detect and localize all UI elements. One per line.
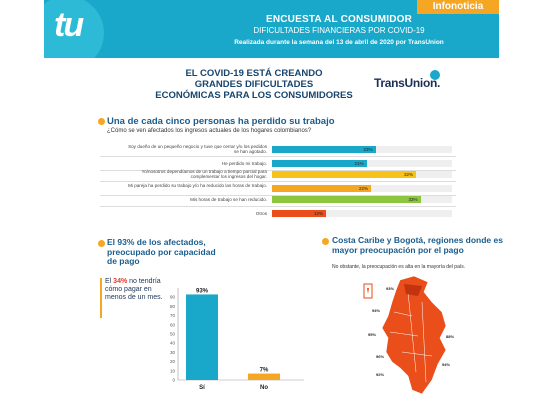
hbar-category-label: Yo/nosotros dependíamos de un trabajo a … xyxy=(141,169,267,179)
map-label: 93% xyxy=(386,286,395,291)
main-heading-line-2: GRANDES DIFICULTADES xyxy=(194,79,314,90)
section2-title: El 93% de los afectados, preocupado por … xyxy=(107,237,216,266)
hbar xyxy=(272,210,326,217)
hbar-divider xyxy=(100,206,456,207)
hbar xyxy=(272,171,416,178)
header-title: ENCUESTA AL CONSUMIDOR xyxy=(265,14,413,25)
y-tick-label: 40 xyxy=(170,341,176,346)
hbar-divider xyxy=(100,156,456,157)
horizontal-bar-chart: Soy dueño de un pequeño negocio y tuve q… xyxy=(44,140,499,228)
hbar xyxy=(272,160,367,167)
san-andres-inset xyxy=(363,283,373,299)
vertical-bar-chart: 0 10 20 30 40 50 60 70 80 90 93% Sí 7% No xyxy=(170,288,304,391)
hbar xyxy=(272,196,421,203)
vbar-category-label: Sí xyxy=(199,385,205,391)
main-heading: EL COVID-19 ESTÁ CREANDO GRANDES DIFICUL… xyxy=(154,68,354,101)
callout-pre: El xyxy=(105,278,114,285)
tu-logo-text: tu xyxy=(54,6,84,44)
vbar xyxy=(186,294,218,380)
header-date-line: Realizada durante la semana del 13 de ab… xyxy=(234,39,444,46)
section1-question: ¿Cómo se ven afectados los ingresos actu… xyxy=(107,128,312,134)
y-tick-label: 80 xyxy=(170,304,176,309)
hbar-track xyxy=(272,210,452,217)
y-tick-label: 30 xyxy=(170,350,176,355)
hbar-value-label: 21% xyxy=(354,161,364,166)
section3-title: Costa Caribe y Bogotá, regiones donde es… xyxy=(332,235,503,255)
section3-subtitle: No obstante, la preocupación es alta en … xyxy=(332,264,466,270)
hbar-value-label: 32% xyxy=(404,172,414,177)
transunion-logo-circle xyxy=(44,0,104,58)
hbar-divider xyxy=(100,181,456,182)
hbar-value-label: 23% xyxy=(363,147,373,152)
y-tick-label: 10 xyxy=(170,368,176,373)
main-heading-line-3: ECONÓMICAS PARA LOS CONSUMIDORES xyxy=(155,90,353,101)
map-label: 94% xyxy=(372,308,381,313)
hbar-value-label: 33% xyxy=(408,197,418,202)
hbar-value-label: 12% xyxy=(314,211,324,216)
hbar-category-label: Mis horas de trabajo se han reducido. xyxy=(190,197,267,202)
callout-post: no tendría cómo pagar en menos de un mes… xyxy=(105,278,163,301)
vbar-category-label: No xyxy=(260,385,268,391)
colombia-shape xyxy=(381,275,447,395)
hbar xyxy=(272,185,371,192)
vbar-value-label: 93% xyxy=(196,288,209,294)
section1-title: Una de cada cinco personas ha perdido su… xyxy=(107,116,335,127)
y-tick-label: 70 xyxy=(170,313,176,318)
y-tick-label: 60 xyxy=(170,322,176,327)
department-borders xyxy=(389,291,433,383)
bullet-icon xyxy=(322,238,329,245)
transunion-brand: TransUnion. xyxy=(374,76,441,90)
transunion-dot-icon xyxy=(430,70,440,80)
hbar-category-label: Mi pareja ha perdido su trabajo y/o ha r… xyxy=(128,183,267,188)
y-tick-label: 20 xyxy=(170,359,176,364)
bullet-icon xyxy=(98,118,105,125)
map-label: 92% xyxy=(376,372,385,377)
infonoticia-tag: Infonoticia xyxy=(417,0,499,14)
y-tick-label: 0 xyxy=(172,378,175,383)
header-band: tu Infonoticia ENCUESTA AL CONSUMIDOR DI… xyxy=(44,0,499,58)
y-tick-label: 50 xyxy=(170,332,176,337)
map-label: 96% xyxy=(376,354,385,359)
hbar-divider xyxy=(100,170,456,171)
hbar-divider xyxy=(100,195,456,196)
hbar xyxy=(272,146,376,153)
callout-text: El 34% no tendría cómo pagar en menos de… xyxy=(100,278,163,318)
vbar xyxy=(248,373,280,380)
vbar-value-label: 7% xyxy=(260,368,269,374)
hbar-value-label: 22% xyxy=(359,186,369,191)
main-heading-line-1: EL COVID-19 ESTÁ CREANDO xyxy=(185,68,323,79)
caribe-region xyxy=(404,284,422,296)
colombia-map-shape xyxy=(363,275,447,395)
callout-percent: 34% xyxy=(113,278,128,285)
map-label: 94% xyxy=(442,362,451,367)
hbar-category-label: Otros xyxy=(255,211,267,216)
y-tick-label: 90 xyxy=(170,295,176,300)
map-label: 88% xyxy=(446,334,455,339)
colombia-map: 93% 94% 95% 96% 92% 88% 94% xyxy=(342,272,482,406)
hbar-category-label: Soy dueño de un pequeño negocio y tuve q… xyxy=(128,144,267,154)
infographic-card: tu Infonoticia ENCUESTA AL CONSUMIDOR DI… xyxy=(44,0,503,406)
bullet-icon xyxy=(98,240,105,247)
hbar-category-label: He perdido mi trabajo. xyxy=(221,161,267,166)
san-andres-island xyxy=(367,288,369,294)
header-subtitle: DIFICULTADES FINANCIERAS POR COVID-19 xyxy=(253,26,425,35)
map-label: 95% xyxy=(368,332,377,337)
